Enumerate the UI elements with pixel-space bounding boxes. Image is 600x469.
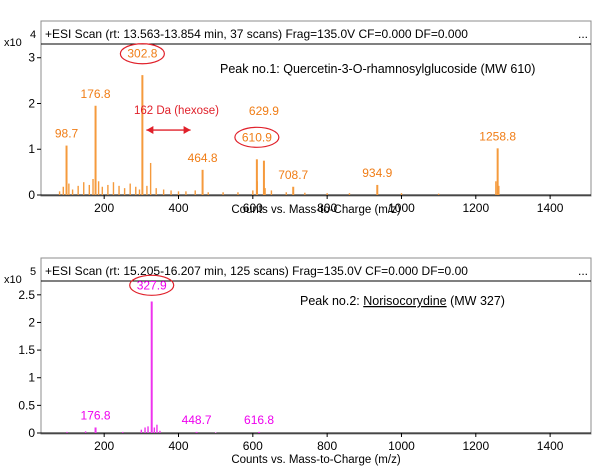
peak-label: 302.8 xyxy=(127,47,157,61)
x-axis-label-1: Counts vs. Mass-to-Charge (m/z) xyxy=(231,204,401,216)
peak-note-prefix-1: Peak no.1: xyxy=(220,62,283,76)
plot-frame-1 xyxy=(40,20,592,197)
peak-label: 464.8 xyxy=(188,151,218,165)
x-tick-label: 800 xyxy=(317,439,337,453)
peak-highlight-circle xyxy=(129,274,175,296)
peak-label: 176.8 xyxy=(81,408,111,422)
y-tick-label: 0.5 xyxy=(18,398,35,412)
y-exponent-2: 5 xyxy=(30,266,36,278)
plot-frame-2 xyxy=(40,257,592,435)
y-exponent-1: 4 xyxy=(30,29,36,41)
spectrum-panel-2: x10 5 +ESI Scan (rt: 15.205-16.207 min, … xyxy=(4,257,592,466)
annotation-label: 162 Da (hexose) xyxy=(134,105,219,117)
peak-label: 1258.8 xyxy=(479,129,516,143)
x-tick-label: 400 xyxy=(168,201,188,215)
annotation-arrowhead-left xyxy=(146,126,154,135)
x-tick-label: 200 xyxy=(94,439,114,453)
peak-note-suffix-2: (MW 327) xyxy=(447,294,505,308)
peak-label: 176.8 xyxy=(81,87,111,101)
y-tick-label: 3 xyxy=(28,51,35,65)
y-multiplier-1: x10 xyxy=(4,37,22,49)
x-tick-label: 1000 xyxy=(388,439,415,453)
x-tick-label: 200 xyxy=(94,201,114,215)
peak-note-text-2: Norisocorydine xyxy=(363,294,446,308)
x-tick-label: 1400 xyxy=(537,201,564,215)
header-ellipsis-2[interactable]: ... xyxy=(578,264,588,278)
peak-note-2: Peak no.2: Norisocorydine (MW 327) xyxy=(300,294,505,308)
spectrum-panel-1: x10 4 +ESI Scan (rt: 13.563-13.854 min, … xyxy=(4,20,592,216)
y-tick-label: 2.5 xyxy=(18,288,35,302)
peak-note-prefix-2: Peak no.2: xyxy=(300,294,363,308)
y-tick-label: 0 xyxy=(28,426,35,440)
plot-area-1: 200 400 600 800 1000 1200 1400 0 1 2 3 98.7 176.8 302… xyxy=(28,43,591,215)
plot-area-2: 200 400 600 800 1000 1200 1400 0 0.5 1 1.5 2 2.5 176.… xyxy=(18,274,591,453)
x-tick-label: 600 xyxy=(243,201,263,215)
x-tick-label: 1200 xyxy=(462,201,489,215)
x-axis-label-2: Counts vs. Mass-to-Charge (m/z) xyxy=(231,454,401,466)
y-tick-label: 1 xyxy=(28,371,35,385)
peak-label: 708.7 xyxy=(278,168,308,182)
y-multiplier-2: x10 xyxy=(4,274,22,286)
x-tick-label: 1000 xyxy=(388,201,415,215)
peak-note-1: Peak no.1: Quercetin-3-O-rhamnosylglucos… xyxy=(220,62,535,76)
peak-highlight-circle xyxy=(119,43,165,65)
peak-label: 98.7 xyxy=(55,127,79,141)
peak-label: 327.9 xyxy=(137,278,167,292)
peak-label: 616.8 xyxy=(244,413,274,427)
peak-highlight-circle xyxy=(234,126,280,148)
scan-header-2: +ESI Scan (rt: 15.205-16.207 min, 125 sc… xyxy=(45,264,468,278)
y-tick-label: 2 xyxy=(28,315,35,329)
y-tick-label: 1.5 xyxy=(18,343,35,357)
y-tick-label: 2 xyxy=(28,96,35,110)
x-tick-label: 1400 xyxy=(537,439,564,453)
peak-note-text-1: Quercetin-3-O-rhamnosylglucoside (MW 610… xyxy=(283,62,535,76)
scan-header-1: +ESI Scan (rt: 13.563-13.854 min, 37 sca… xyxy=(45,27,468,41)
y-tick-label: 0 xyxy=(28,188,35,202)
peak-label: 448.7 xyxy=(182,413,212,427)
peak-label: 629.9 xyxy=(249,104,279,118)
x-tick-label: 600 xyxy=(243,439,263,453)
x-tick-label: 800 xyxy=(317,201,337,215)
x-tick-label: 1200 xyxy=(462,439,489,453)
peak-label: 934.9 xyxy=(362,166,392,180)
peak-label: 610.9 xyxy=(242,130,272,144)
annotation-arrowhead-right xyxy=(183,126,191,135)
y-tick-label: 1 xyxy=(28,142,35,156)
x-tick-label: 400 xyxy=(168,439,188,453)
header-ellipsis-1[interactable]: ... xyxy=(578,27,588,41)
